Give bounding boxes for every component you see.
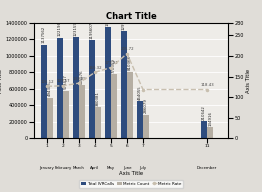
Metric Rate — [125, 52, 129, 55]
Bar — [41, 45, 47, 138]
Text: 1221967: 1221967 — [58, 19, 62, 36]
Bar — [127, 72, 133, 138]
Text: 1299992: 1299992 — [122, 12, 126, 30]
Bar — [121, 31, 127, 138]
Metric Rate — [205, 88, 209, 91]
Text: 454055: 454055 — [138, 85, 142, 100]
Legend: Total IVRCalls, Metric Count, Metric Rate: Total IVRCalls, Metric Count, Metric Rat… — [79, 180, 183, 188]
Metric Rate — [61, 85, 64, 87]
Metric Rate — [110, 66, 113, 69]
Line: Metric Rate: Metric Rate — [46, 53, 208, 91]
Text: 160.32: 160.32 — [89, 66, 102, 70]
Text: March: March — [73, 166, 85, 170]
Text: July: July — [140, 166, 146, 170]
Text: 126.12: 126.12 — [41, 80, 54, 84]
Text: 134916: 134916 — [208, 111, 212, 126]
Text: 1231597: 1231597 — [74, 18, 78, 36]
Text: 494365: 494365 — [48, 82, 52, 96]
Bar — [63, 91, 69, 138]
Text: 380381: 380381 — [96, 91, 100, 106]
Text: 171.91: 171.91 — [105, 61, 119, 65]
Bar — [95, 107, 101, 138]
X-axis label: Axis Title: Axis Title — [119, 171, 143, 176]
Bar — [201, 121, 207, 138]
Text: February: February — [54, 166, 72, 170]
Bar — [57, 38, 63, 138]
Metric Rate — [93, 71, 96, 73]
Text: 1195607: 1195607 — [90, 21, 94, 39]
Text: 810368: 810368 — [128, 55, 132, 70]
Text: 118.43: 118.43 — [201, 83, 215, 87]
Metric Rate — [45, 85, 48, 88]
Text: 127.57: 127.57 — [57, 79, 70, 83]
Text: 1354124: 1354124 — [106, 8, 110, 26]
Text: 286079: 286079 — [144, 98, 148, 113]
Title: Chart Title: Chart Title — [106, 12, 156, 21]
Text: 579417: 579417 — [64, 74, 68, 89]
Y-axis label: Axis Title: Axis Title — [0, 69, 3, 93]
Text: 778959: 778959 — [112, 58, 116, 73]
Text: June: June — [123, 166, 131, 170]
Bar — [47, 98, 53, 138]
Text: December: December — [197, 166, 217, 170]
Bar — [105, 27, 111, 138]
Text: 205.72: 205.72 — [121, 47, 135, 51]
Text: 210642: 210642 — [202, 105, 206, 120]
Text: 645576: 645576 — [80, 69, 84, 84]
Metric Rate — [77, 82, 80, 84]
Bar — [111, 74, 117, 138]
Bar — [143, 115, 149, 138]
Text: April: April — [90, 166, 100, 170]
Bar — [73, 37, 79, 138]
Text: 133.89: 133.89 — [73, 77, 87, 81]
Bar — [207, 127, 213, 138]
Bar — [89, 40, 95, 138]
Metric Rate — [141, 88, 145, 91]
Bar — [79, 85, 85, 138]
Text: January: January — [40, 166, 54, 170]
Text: May: May — [107, 166, 115, 170]
Text: 1137562: 1137562 — [42, 26, 46, 43]
Y-axis label: Axis Title: Axis Title — [246, 69, 251, 93]
Bar — [137, 101, 143, 138]
